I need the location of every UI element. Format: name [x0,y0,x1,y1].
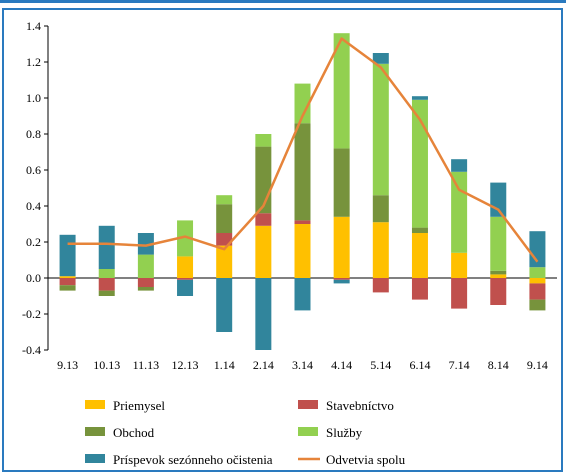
bar-segment [294,123,311,221]
bar-segment [137,233,154,255]
legend-label: Príspevok sezónneho očistenia [113,452,273,467]
bar-segment [411,96,428,100]
bar-segment [59,285,76,291]
y-tick-label: -0.4 [22,343,41,357]
legend-label: Služby [326,425,363,440]
bar-segment [59,278,76,286]
bar-segment [177,278,194,280]
bar-segment [177,256,194,278]
bar-segment [333,33,350,149]
bar-segment [216,233,233,246]
bar-segment [294,220,311,224]
bar-segment [411,278,428,300]
bar-segment [411,233,428,278]
x-tick-label: 10.13 [93,358,120,372]
bar-segment [216,195,233,205]
x-tick-label: 5.14 [370,358,391,372]
bar-segment [59,276,76,278]
y-tick-label: 0.8 [26,127,41,141]
x-tick-label: 6.14 [409,358,430,372]
x-tick-label: 7.14 [449,358,470,372]
bar-segment [98,225,115,269]
bar-segment [137,278,154,287]
y-tick-label: 0.2 [26,235,41,249]
x-tick-label: 11.13 [133,358,160,372]
bar-segment [490,278,507,305]
bar-segment [294,224,311,278]
bar-segment [490,274,507,278]
bar-segment [333,278,350,280]
y-tick-label: -0.2 [22,307,41,321]
legend-swatch [85,400,105,409]
bar-segment [451,252,468,278]
bar-segment [529,278,546,284]
bar-segment [177,220,194,257]
bar-segment [255,213,272,226]
legend-swatch [298,427,318,436]
header-strip [0,0,566,3]
bar-segment [137,254,154,278]
bar-segment [372,53,389,64]
bar-segment [451,278,468,309]
legend-swatch [85,454,105,463]
bar-segment [216,204,233,233]
x-tick-label: 12.13 [172,358,199,372]
bar-segment [333,148,350,217]
bar-segment [451,171,468,253]
y-tick-label: 0.4 [26,199,41,213]
legend-label: Priemysel [113,398,165,413]
bar-segment [529,299,546,311]
bar-segment [411,99,428,228]
x-tick-label: 9.13 [57,358,78,372]
y-tick-label: 0.6 [26,163,41,177]
y-tick-label: 1.4 [26,19,41,33]
bar-segment [216,278,233,332]
bar-segment [98,278,115,291]
bar-segment [216,245,233,278]
bar-segment [59,234,76,277]
bar-segment [529,267,546,278]
bar-segment [372,63,389,196]
x-tick-label: 1.14 [214,358,235,372]
x-tick-label: 4.14 [331,358,352,372]
bar-segment [294,278,311,311]
bar-segment [411,227,428,233]
chart-border [2,8,563,472]
x-tick-label: 3.14 [292,358,313,372]
bar-segment [372,278,389,293]
bar-segment [490,270,507,275]
bar-segment [255,225,272,278]
x-tick-label: 8.14 [488,358,509,372]
y-tick-label: 0.0 [26,271,41,285]
bar-segment [177,279,194,296]
bar-segment [333,279,350,284]
bar-segment [255,134,272,147]
bar-segment [98,269,115,278]
legend-swatch [298,400,318,409]
y-tick-label: 1.0 [26,91,41,105]
bar-segment [294,83,311,124]
bar-segment [529,283,546,300]
bar-segment [372,222,389,278]
legend-label: Stavebníctvo [326,398,394,413]
bar-segment [255,278,272,350]
bar-segment [137,287,154,291]
legend-swatch [85,427,105,436]
bar-segment [333,216,350,278]
x-tick-label: 9.14 [527,358,548,372]
bar-segment [372,195,389,223]
x-tick-label: 2.14 [253,358,274,372]
bar-segment [451,159,468,172]
y-tick-label: 1.2 [26,55,41,69]
legend-label: Obchod [113,425,155,440]
bar-segment [490,216,507,271]
legend-label: Odvetvia spolu [326,452,406,467]
bar-segment [98,290,115,296]
